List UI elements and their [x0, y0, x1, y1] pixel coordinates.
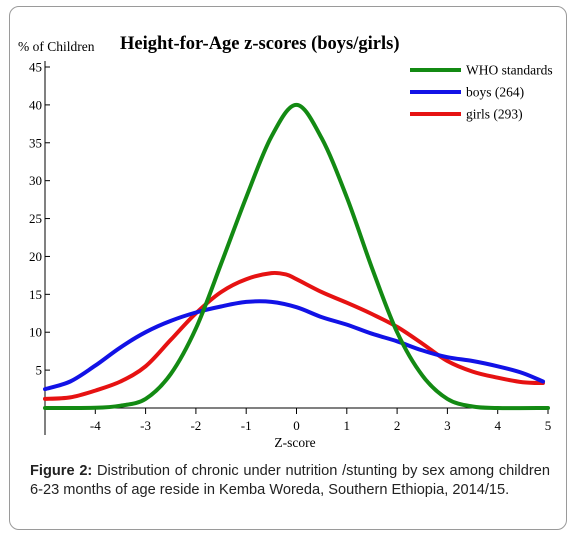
x-tick-label: 1 — [344, 418, 351, 433]
y-tick-label: 5 — [36, 363, 43, 378]
x-tick-label: 4 — [494, 418, 501, 433]
y-tick-label: 20 — [29, 249, 42, 264]
series-line-boys-264 — [43, 299, 545, 392]
x-tick-label: 0 — [293, 418, 300, 433]
x-tick-label: -2 — [190, 418, 201, 433]
series-line-who-standards — [43, 102, 550, 411]
x-tick-label: 5 — [545, 418, 552, 433]
y-tick-label: 25 — [29, 211, 42, 226]
x-tick-label: 3 — [444, 418, 451, 433]
legend-label-boys-264: boys (264) — [466, 85, 524, 100]
chart-title: Height-for-Age z-scores (boys/girls) — [120, 34, 399, 54]
y-axis-label: % of Children — [18, 39, 95, 54]
series-line-girls-293 — [43, 270, 545, 401]
x-tick-label: 2 — [394, 418, 401, 433]
x-tick-label: -3 — [140, 418, 151, 433]
x-tick-label: -4 — [90, 418, 101, 433]
y-tick-label: 35 — [29, 135, 42, 150]
x-axis-label: Z-score — [274, 435, 315, 450]
series-lines — [43, 102, 550, 411]
caption-label: Figure 2: — [30, 463, 93, 479]
y-tick-label: 30 — [29, 173, 42, 188]
figure-caption: Figure 2: Distribution of chronic under … — [30, 462, 550, 500]
y-tick-label: 15 — [29, 287, 42, 302]
figure-frame — [9, 6, 567, 530]
legend: WHO standards boys (264) girls (293) — [410, 63, 553, 122]
y-tick-label: 10 — [29, 325, 42, 340]
legend-label-who-standards: WHO standards — [466, 63, 553, 78]
caption-text: Distribution of chronic under nutrition … — [30, 463, 550, 498]
chart: % of Children Height-for-Age z-scores (b… — [18, 34, 553, 450]
y-tick-label: 45 — [29, 60, 42, 75]
legend-label-girls-293: girls (293) — [466, 107, 523, 122]
y-tick-label: 40 — [29, 97, 42, 112]
x-tick-label: -1 — [241, 418, 252, 433]
